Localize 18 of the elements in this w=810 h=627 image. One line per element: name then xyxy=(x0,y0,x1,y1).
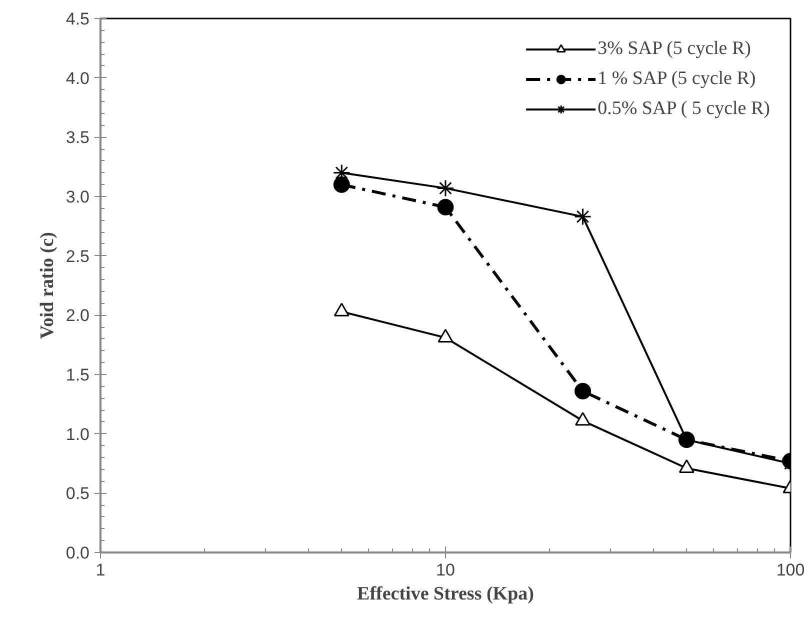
x-tick-label: 1 xyxy=(96,560,106,580)
y-tick-label: 1.5 xyxy=(66,366,90,384)
legend-label: 3% SAP (5 cycle R) xyxy=(598,38,751,60)
y-tick-label: 1.0 xyxy=(66,424,90,444)
y-tick-label: 4.5 xyxy=(66,10,90,28)
y-tick-label: 0.0 xyxy=(66,544,90,562)
x-tick-label: 100 xyxy=(776,560,805,580)
y-tick-label: 2.5 xyxy=(66,246,90,266)
x-tick-label: 10 xyxy=(436,560,455,580)
y-tick-label: 0.5 xyxy=(66,484,90,504)
legend-label: 1 % SAP (5 cycle R) xyxy=(598,68,756,90)
y-tick-label: 3.5 xyxy=(66,128,90,148)
legend-label: 0.5% SAP ( 5 cycle R) xyxy=(598,98,770,120)
y-axis-title: Void ratio (c) xyxy=(36,232,58,339)
x-axis-title: Effective Stress (Kpa) xyxy=(357,584,534,604)
y-tick-label: 4.0 xyxy=(66,68,90,88)
y-tick-label: 3.0 xyxy=(66,188,90,206)
y-tick-label: 2.0 xyxy=(66,306,90,326)
